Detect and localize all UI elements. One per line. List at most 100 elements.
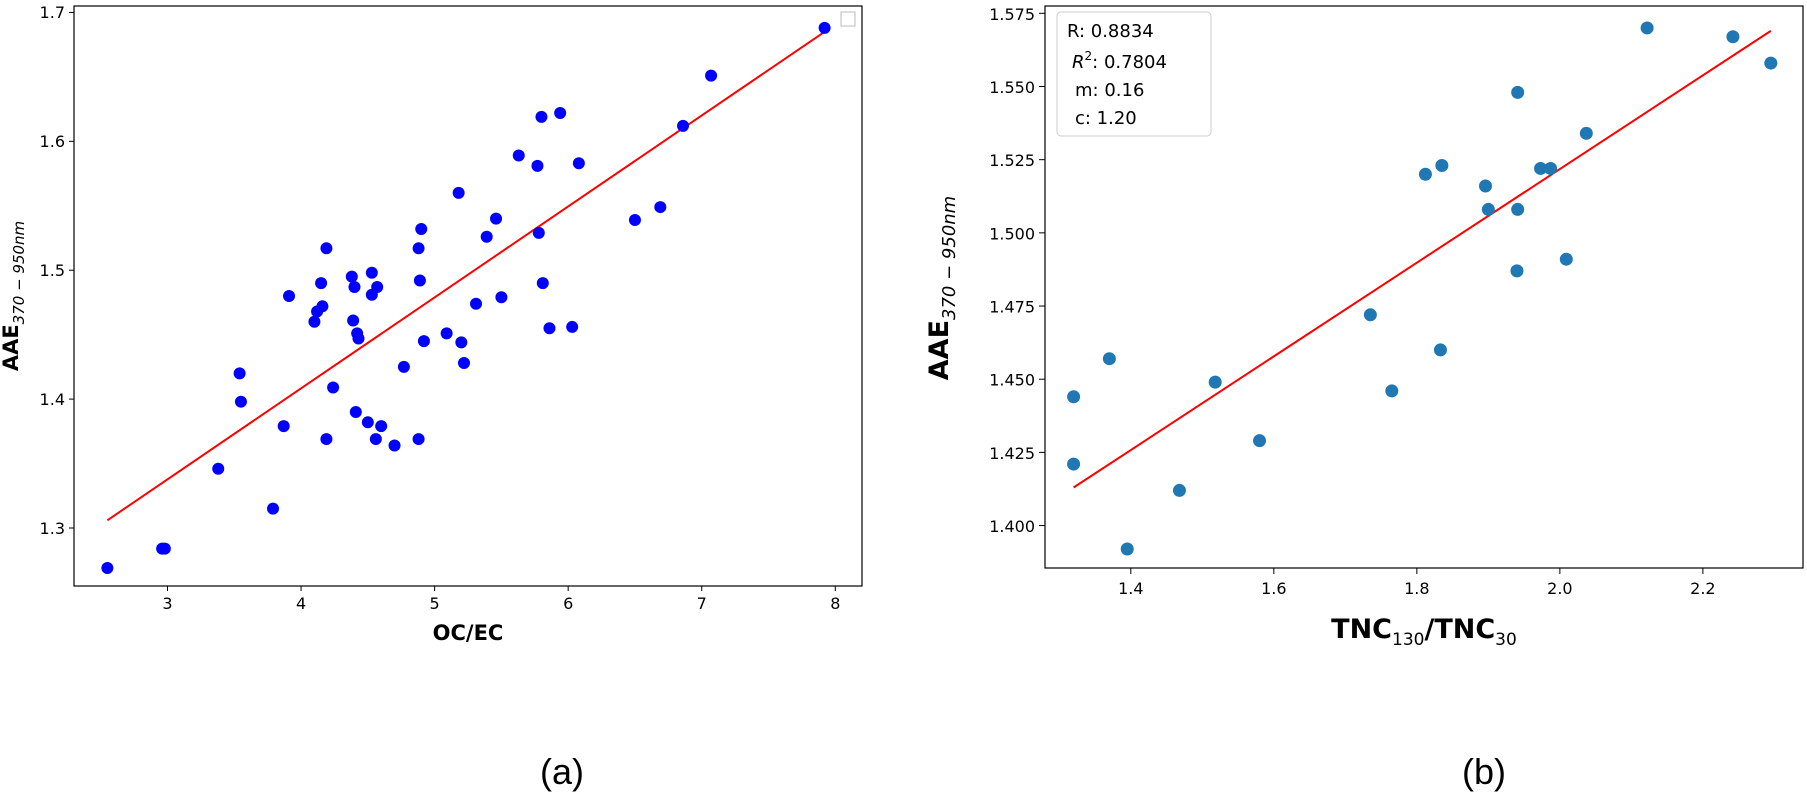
panel-b-data-point (1067, 390, 1081, 404)
panel-b-points (1067, 21, 1778, 556)
panel-a-data-point (267, 502, 280, 515)
legend-c: c: 1.20 (1075, 108, 1137, 129)
panel-b-data-point (1172, 483, 1186, 497)
panel-a-data-point (234, 395, 247, 408)
panel-a-x-tick-label: 3 (162, 594, 172, 613)
panel-a-x-axis-label: OC/EC (433, 621, 504, 645)
panel-a-empty-legend (840, 11, 856, 27)
panel-a-data-point (320, 433, 333, 446)
panel-b-y-tick-label: 1.500 (989, 224, 1035, 243)
panel-a-data-point (495, 291, 508, 304)
panel-b-data-point (1363, 308, 1377, 322)
panel-a-data-point (347, 314, 360, 327)
panel-b-data-point (1481, 202, 1495, 216)
panel-a-y-label-sub: 370 − 950nm (10, 221, 28, 324)
panel-b-x-axis-label: TNC130/TNC30 (1331, 614, 1517, 650)
panel-a-data-point (705, 69, 718, 82)
panel-a-ticks: 3 4 5 6 7 8 1.3 1.4 1.5 1.6 1.7 (40, 3, 841, 613)
panel-b-y-label-main: AAE (924, 320, 955, 380)
panel-b-data-point (1478, 179, 1492, 193)
panel-a-data-point (628, 213, 641, 226)
legend-r2-value: : 0.7804 (1092, 52, 1167, 73)
panel-a-y-label-main: AAE (0, 324, 23, 371)
panel-b-data-point (1726, 30, 1740, 44)
panel-a-data-point (348, 280, 361, 293)
panel-a-data-point (365, 266, 378, 279)
panel-a-points (101, 21, 831, 574)
panel-a-x-tick-label: 4 (296, 594, 306, 613)
panel-a-data-point (543, 322, 556, 335)
panel-a-x-tick-label: 5 (430, 594, 440, 613)
panel-b-data-point (1511, 202, 1525, 216)
panel-a-data-point (371, 280, 384, 293)
panel-b-y-tick-label: 1.450 (989, 371, 1035, 390)
panel-a-data-point (315, 277, 328, 290)
panel-b-data-point (1208, 375, 1222, 389)
panel-b-y-tick-label: 1.400 (989, 517, 1035, 536)
legend-r2-label: R (1072, 52, 1085, 73)
panel-b-x-label-sub2: 30 (1495, 630, 1517, 650)
panel-a-data-point (818, 21, 831, 34)
panel-a-data-point (397, 360, 410, 373)
panel-a-data-point (361, 416, 374, 429)
panel-b-data-point (1433, 343, 1447, 357)
panel-a-data-point (470, 297, 483, 310)
panel-a-data-point (277, 420, 290, 433)
panel-a-data-point (415, 222, 428, 235)
panel-b-x-tick-label: 1.4 (1118, 579, 1143, 598)
panel-a-data-point (536, 277, 549, 290)
panel-b-data-point (1764, 56, 1778, 70)
panel-b-x-label-main: TNC (1331, 614, 1392, 645)
panel-b-y-axis-label: AAE370 − 950nm (924, 196, 960, 380)
panel-b-y-tick-label: 1.475 (989, 298, 1035, 317)
panel-b-y-label-sub: 370 − 950nm (939, 196, 960, 320)
panel-b-data-point (1418, 167, 1432, 181)
panel-a-caption: (a) (540, 751, 584, 792)
panel-a-x-tick-label: 6 (563, 594, 573, 613)
panel-a-data-point (212, 462, 225, 475)
panel-b-y-tick-label: 1.575 (989, 5, 1035, 24)
panel-a-y-tick-label: 1.4 (40, 390, 65, 409)
panel-b-x-tick-label: 1.8 (1404, 579, 1429, 598)
panel-a-data-point (490, 212, 503, 225)
panel-a-data-point (512, 149, 525, 162)
panel-a-y-axis-label: AAE370 − 950nm (0, 221, 28, 371)
panel-b-data-point (1120, 542, 1134, 556)
panel-b-data-point (1640, 21, 1654, 35)
panel-a-data-point (101, 561, 114, 574)
panel-a-y-tick-label: 1.5 (40, 261, 65, 280)
panel-b-data-point (1102, 352, 1116, 366)
panel-a: 3 4 5 6 7 8 1.3 1.4 1.5 1.6 1.7 OC/EC AAE370 − 950… (0, 3, 863, 792)
panel-b-legend: R: 0.8834 R2: 0.7804 m: 0.16 c: 1.20 (1056, 11, 1212, 137)
panel-a-data-point (158, 542, 171, 555)
panel-a-data-point (413, 274, 426, 287)
panel-b-legend-box (1056, 11, 1212, 137)
panel-a-data-point (349, 406, 362, 418)
panel-a-data-point (455, 336, 468, 349)
panel-a-y-tick-label: 1.7 (40, 3, 65, 22)
panel-b-caption: (b) (1462, 751, 1506, 792)
panel-b-x-label-mid: /TNC (1424, 614, 1495, 645)
panel-b-data-point (1559, 252, 1573, 266)
panel-a-data-point (532, 226, 545, 239)
panel-b-data-point (1067, 457, 1081, 471)
panel-a-data-point (345, 270, 358, 283)
panel-b-data-point (1253, 434, 1267, 448)
legend-r2-sup: 2 (1085, 49, 1093, 63)
panel-a-data-point (388, 439, 401, 452)
panel-a-data-point (412, 433, 425, 446)
panel-a-data-point (412, 242, 425, 255)
panel-a-data-point (417, 335, 430, 348)
panel-a-data-point (375, 420, 388, 433)
legend-r2: R2: 0.7804 (1072, 49, 1167, 73)
panel-a-x-tick-label: 8 (830, 594, 840, 613)
panel-b-ticks: 1.4 1.6 1.8 2.0 2.2 1.400 1.425 1.450 1.475 1.500… (989, 5, 1715, 598)
panel-a-data-point (531, 159, 544, 172)
panel-a-y-tick-label: 1.3 (40, 519, 65, 538)
panel-b-data-point (1544, 161, 1558, 175)
panel-a-data-point (352, 332, 365, 345)
panel-a-data-point (554, 106, 567, 119)
panel-a-plot-area (73, 5, 863, 587)
legend-m: m: 0.16 (1075, 80, 1144, 101)
